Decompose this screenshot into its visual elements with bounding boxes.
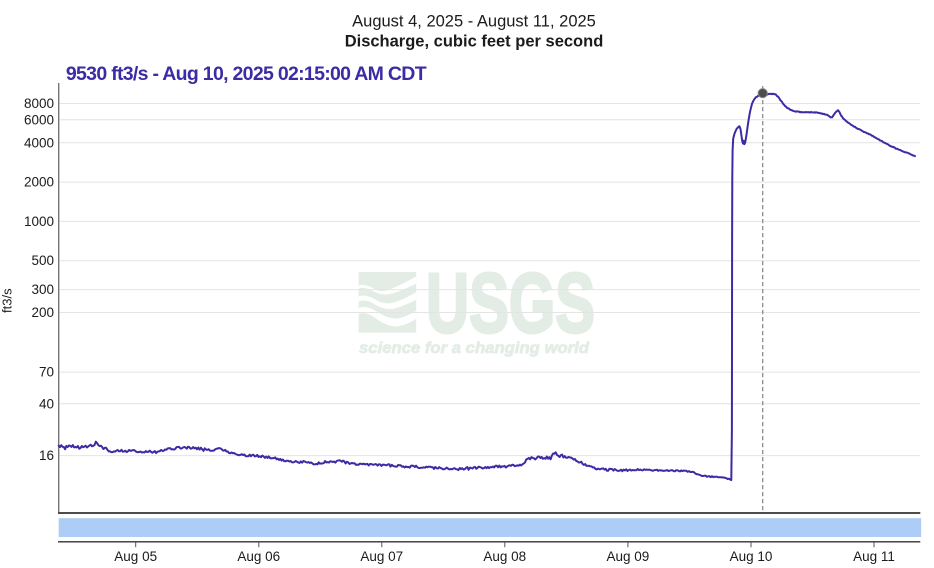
svg-text:16: 16 [39,448,54,463]
svg-text:40: 40 [39,396,54,411]
svg-text:6000: 6000 [24,112,54,127]
svg-text:Discharge, cubic feet per seco: Discharge, cubic feet per second [345,32,604,50]
svg-text:science for a changing world: science for a changing world [359,340,590,357]
svg-text:200: 200 [31,305,54,320]
svg-text:300: 300 [31,282,54,297]
svg-text:2000: 2000 [24,175,54,190]
svg-text:Aug 11: Aug 11 [853,549,895,564]
svg-text:4000: 4000 [24,135,54,150]
svg-text:Aug 09: Aug 09 [607,549,650,564]
svg-text:70: 70 [39,365,54,380]
svg-text:9530 ft3/s - Aug 10, 2025 02:1: 9530 ft3/s - Aug 10, 2025 02:15:00 AM CD… [66,63,427,85]
svg-text:Aug 05: Aug 05 [114,549,157,564]
svg-text:Aug 07: Aug 07 [360,549,403,564]
svg-text:ft3/s: ft3/s [0,288,15,313]
svg-text:8000: 8000 [24,96,54,111]
svg-text:August 4, 2025 - August 11, 20: August 4, 2025 - August 11, 2025 [352,13,596,31]
svg-text:1000: 1000 [24,214,54,229]
svg-text:USGS: USGS [426,256,595,350]
svg-text:Aug 10: Aug 10 [730,549,773,564]
svg-text:500: 500 [31,253,54,268]
svg-text:Aug 06: Aug 06 [237,549,280,564]
svg-text:Aug 08: Aug 08 [483,549,526,564]
